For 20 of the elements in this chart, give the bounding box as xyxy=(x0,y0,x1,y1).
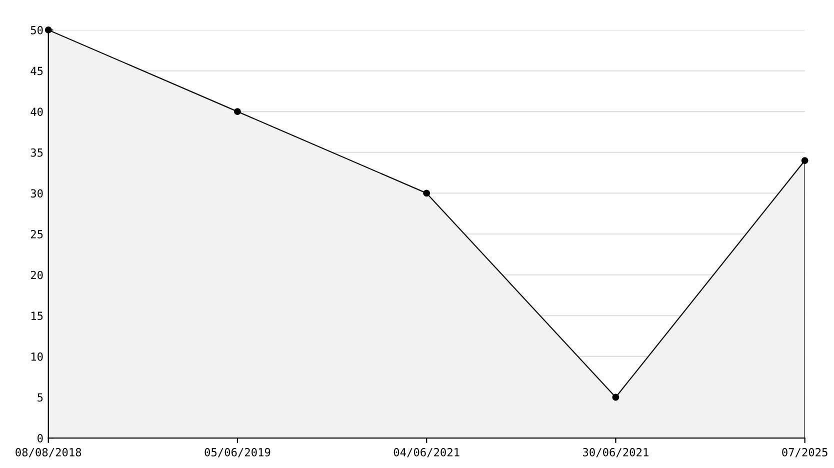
y-tick-label: 10 xyxy=(31,352,43,361)
x-tick-label: 05/06/2019 xyxy=(204,448,270,458)
point xyxy=(423,190,430,197)
y-tick-label: 20 xyxy=(30,270,43,280)
y-tick-label: 30 xyxy=(30,189,43,198)
y-tick-label: 25 xyxy=(30,230,43,238)
y-tick-label: 35 xyxy=(30,148,43,157)
point xyxy=(612,394,620,401)
point xyxy=(801,157,808,164)
y-tick-label: 0 xyxy=(38,434,43,442)
x-tick-label: 08/08/2018 xyxy=(16,448,82,458)
x-tick-label: 04/06/2021 xyxy=(394,448,460,458)
y-tick-label: 5 xyxy=(38,393,43,402)
x-tick-label: 07/2025 xyxy=(782,448,828,458)
y-tick-label: 50 xyxy=(30,26,43,34)
point xyxy=(234,108,241,116)
y-tick-label: 15 xyxy=(31,312,43,320)
y-tick-label: 40 xyxy=(30,108,43,116)
x-tick-label: 30/06/2021 xyxy=(582,448,648,458)
y-tick-label: 45 xyxy=(30,66,43,76)
